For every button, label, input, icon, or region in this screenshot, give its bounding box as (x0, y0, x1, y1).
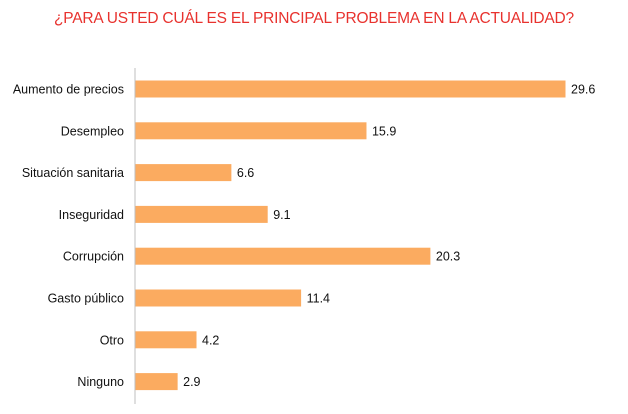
category-label: Aumento de precios (13, 83, 124, 97)
category-label: Situación sanitaria (22, 166, 124, 180)
value-label: 11.4 (307, 292, 330, 306)
value-label: 15.9 (372, 124, 396, 138)
bar-1 (135, 122, 367, 140)
value-label: 20.3 (436, 250, 460, 264)
category-label: Otro (100, 333, 124, 347)
value-label: 2.9 (183, 375, 200, 389)
category-label: Corrupción (63, 250, 124, 264)
bar-5 (135, 289, 302, 307)
value-label: 4.2 (202, 333, 219, 347)
bar-3 (135, 205, 268, 223)
value-label: 9.1 (273, 208, 290, 222)
category-label: Gasto público (48, 292, 124, 306)
value-label: 6.6 (237, 166, 254, 180)
value-label: 29.6 (571, 83, 595, 97)
bar-4 (135, 247, 431, 265)
bar-0 (135, 80, 566, 98)
category-label: Desempleo (61, 124, 124, 138)
bar-7 (135, 373, 178, 391)
category-label: Ninguno (77, 375, 124, 389)
bar-6 (135, 331, 197, 349)
chart-title: ¿PARA USTED CUÁL ES EL PRINCIPAL PROBLEM… (54, 10, 574, 27)
bar-2 (135, 164, 232, 182)
category-label: Inseguridad (59, 208, 124, 222)
